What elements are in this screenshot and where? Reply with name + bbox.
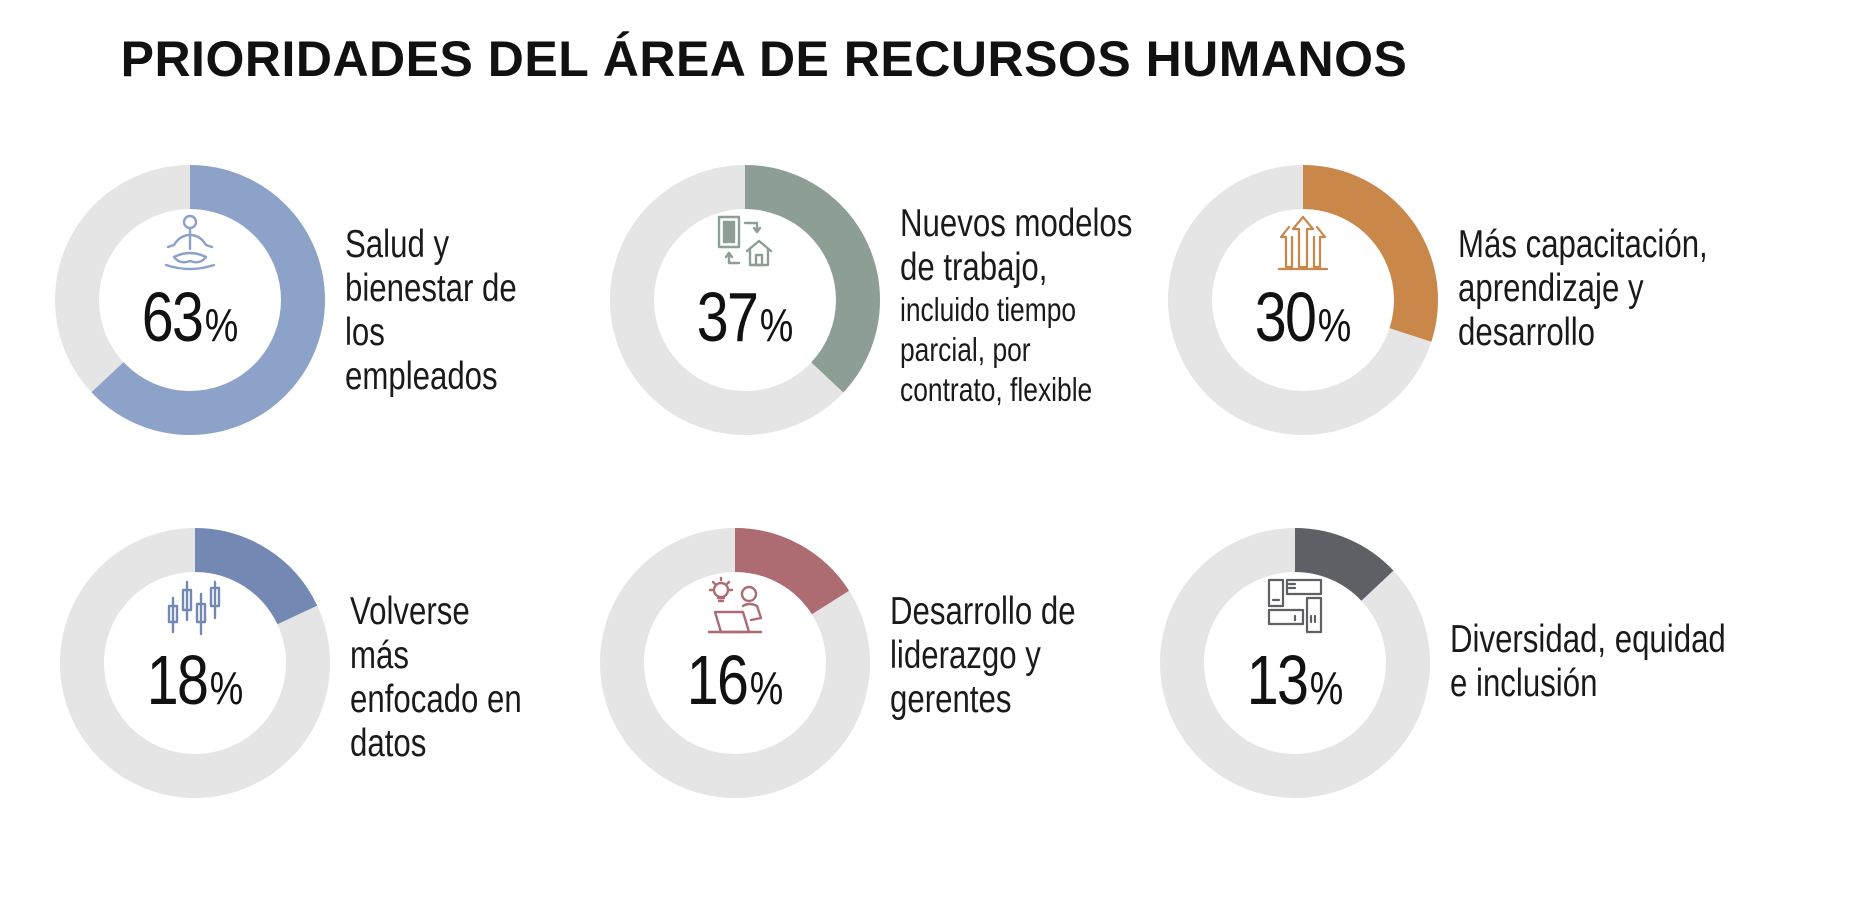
candlestick-chart-icon: [165, 576, 225, 636]
priority-item-data: 18% Volverse más enfocado en datos: [60, 528, 660, 828]
priority-item-leadership: 16% Desarrollo de liderazgo y gerentes: [600, 528, 1200, 828]
percent-number: 37: [696, 278, 759, 356]
label-line: liderazgo y: [890, 634, 1041, 677]
percent-sign: %: [204, 299, 239, 351]
donut-arc: [1168, 165, 1438, 435]
percent-number: 13: [1246, 641, 1309, 719]
percent-value: 30%: [1192, 277, 1413, 365]
percent-sign: %: [749, 662, 784, 714]
percent-value: 37%: [634, 277, 855, 365]
percent-value: 16%: [624, 640, 845, 728]
donut-ring: [1168, 165, 1438, 435]
percent-sign: %: [759, 299, 794, 351]
donut-ring: [1160, 528, 1430, 798]
label-line: Diversidad, equidad: [1450, 618, 1726, 661]
donut-arc: [600, 528, 870, 798]
priority-item-training: 30% Más capacitación, aprendizaje y desarr…: [1168, 165, 1768, 465]
page-title: PRIORIDADES DEL ÁREA DE RECURSOS HUMANOS: [120, 31, 1408, 87]
meditation-icon: [160, 213, 220, 273]
priority-label: Más capacitación, aprendizaje y desarrollo: [1458, 223, 1708, 355]
donut-ring: [55, 165, 325, 435]
label-line: Desarrollo de: [890, 590, 1076, 633]
percent-number: 18: [146, 641, 209, 719]
label-line: incluido tiempo: [900, 291, 1077, 328]
percent-sign: %: [209, 662, 244, 714]
label-line: gerentes: [890, 678, 1012, 721]
label-line: e inclusión: [1450, 662, 1598, 705]
label-line: desarrollo: [1458, 311, 1596, 354]
joined-hands-icon: [1265, 576, 1325, 636]
label-line: datos: [350, 722, 427, 765]
leader-idea-icon: [705, 576, 765, 636]
priority-label: Desarrollo de liderazgo y gerentes: [890, 590, 1130, 722]
percent-number: 16: [686, 641, 749, 719]
priority-label: Diversidad, equidad e inclusión: [1450, 618, 1726, 706]
donut-ring: [610, 165, 880, 435]
label-line: aprendizaje y: [1458, 267, 1644, 310]
percent-number: 63: [141, 278, 204, 356]
label-line: Volverse: [350, 590, 470, 633]
priority-item-health: 63% Salud y bienestar de los empleados: [55, 165, 655, 465]
donut-arc: [610, 165, 880, 435]
priority-label: Nuevos modelos de trabajo, incluido tiempo…: [900, 202, 1140, 410]
label-line: Nuevos modelos: [900, 202, 1133, 245]
label-line: bienestar de: [345, 267, 517, 310]
label-line: más: [350, 634, 409, 677]
donut-ring: [60, 528, 330, 798]
percent-sign: %: [1309, 662, 1344, 714]
label-line: los: [345, 311, 385, 354]
donut-arc: [60, 528, 330, 798]
label-line: enfocado en: [350, 678, 522, 721]
growth-arrows-icon: [1273, 213, 1333, 273]
priority-item-diversity: 13% Diversidad, equidad e inclusión: [1160, 528, 1760, 828]
label-line: Salud y: [345, 223, 450, 266]
priority-label: Volverse más enfocado en datos: [350, 590, 590, 766]
percent-value: 13%: [1184, 640, 1405, 728]
percent-sign: %: [1317, 299, 1352, 351]
percent-value: 63%: [79, 277, 300, 365]
office-home-icon: [715, 213, 775, 273]
percent-number: 30: [1254, 278, 1317, 356]
donut-ring: [600, 528, 870, 798]
label-line: parcial, por: [900, 331, 1031, 368]
donut-arc: [1160, 528, 1430, 798]
priority-label: Salud y bienestar de los empleados: [345, 223, 585, 399]
label-line: empleados: [345, 355, 498, 398]
label-line: Más capacitación,: [1458, 223, 1708, 266]
label-line: contrato, flexible: [900, 371, 1093, 408]
donut-arc: [55, 165, 325, 435]
percent-value: 18%: [84, 640, 305, 728]
priority-item-work-models: 37% Nuevos modelos de trabajo, incluido ti…: [610, 165, 1210, 465]
label-line: de trabajo,: [900, 246, 1048, 289]
